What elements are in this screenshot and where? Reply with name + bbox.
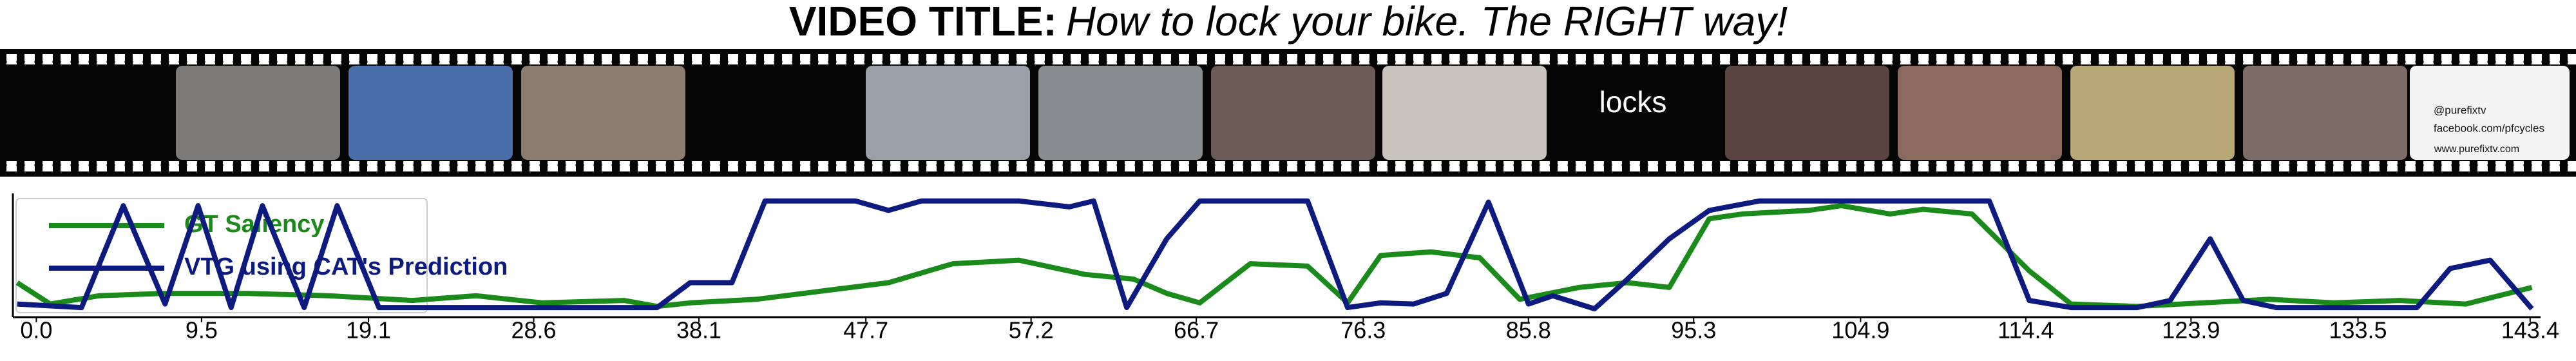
video-title: VIDEO TITLE: How to lock your bike. The R… xyxy=(789,0,1788,44)
end-card-text: www.purefixtv.com xyxy=(2434,144,2519,155)
video-frame xyxy=(1382,66,1547,160)
title-label: VIDEO TITLE: xyxy=(789,0,1057,44)
title-text: How to lock your bike. The RIGHT way! xyxy=(1066,0,1788,44)
video-frame xyxy=(1211,66,1375,160)
x-tick-label: 133.5 xyxy=(2329,317,2387,344)
x-tick-label: 123.9 xyxy=(2162,317,2220,344)
sprocket-row xyxy=(0,161,2576,171)
video-frame xyxy=(1898,66,2062,160)
x-tick-label: 143.4 xyxy=(2501,317,2559,344)
video-frame xyxy=(521,66,685,160)
video-frame xyxy=(866,66,1030,160)
x-tick-label: 47.7 xyxy=(843,317,888,344)
x-tick-label: 28.6 xyxy=(511,317,556,344)
x-tick-label: 9.5 xyxy=(186,317,218,344)
frames xyxy=(176,66,2570,160)
x-tick-label: 104.9 xyxy=(1831,317,1889,344)
video-frame xyxy=(2243,66,2407,160)
video-frame xyxy=(348,66,513,160)
x-tick-label: 114.4 xyxy=(1998,317,2054,344)
x-tick-label: 76.3 xyxy=(1340,317,1386,344)
x-tick-label: 57.2 xyxy=(1009,317,1054,344)
x-tick-label: 85.8 xyxy=(1506,317,1551,344)
video-frame xyxy=(1725,66,1889,160)
end-card-text: facebook.com/pfcycles xyxy=(2434,122,2544,134)
x-tick-label: 0.0 xyxy=(20,317,52,344)
series-line xyxy=(17,198,2534,311)
chart: 0.0 9.5 19.1 28.6 38.1 47.7 57.2 66.7 76.3 85.8 95… xyxy=(12,193,2559,344)
video-frame xyxy=(176,66,340,160)
x-tick-label: 66.7 xyxy=(1174,317,1219,344)
frame-text: locks xyxy=(1599,85,1667,119)
end-card-frame xyxy=(2410,66,2570,160)
x-tick-label: 38.1 xyxy=(676,317,721,344)
video-frame xyxy=(2070,66,2235,160)
filmstrip: locks @purefixtv facebook.com/pfcycles w… xyxy=(0,49,2576,177)
video-frame xyxy=(1038,66,1203,160)
sprocket-row xyxy=(0,54,2576,64)
legend-label: VTG using CAT's Prediction xyxy=(184,253,508,280)
end-card-text: @purefixtv xyxy=(2434,104,2486,116)
x-tick-label: 19.1 xyxy=(346,317,391,344)
x-tick-label: 95.3 xyxy=(1671,317,1716,344)
